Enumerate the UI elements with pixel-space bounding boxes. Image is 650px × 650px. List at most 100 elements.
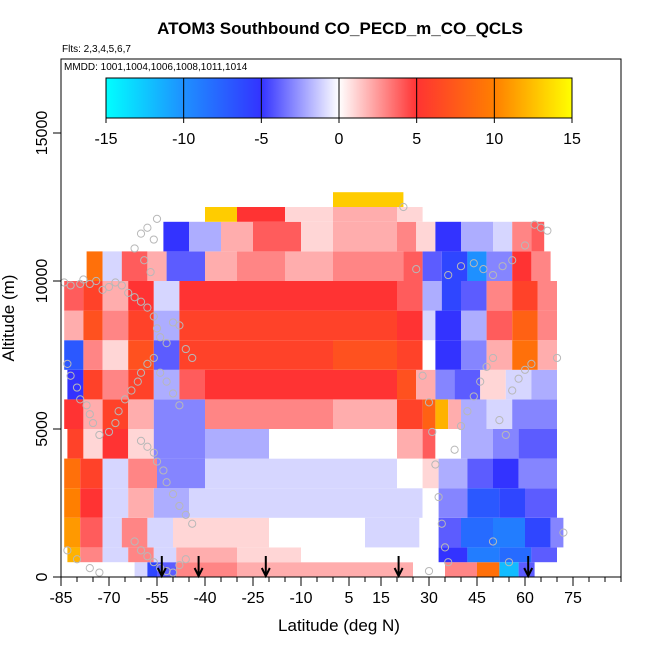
heatmap-cell <box>102 369 129 400</box>
heatmap-cell <box>486 399 513 429</box>
x-axis-title: Latitude (deg N) <box>278 616 400 635</box>
observation-point <box>444 270 453 280</box>
observation-point <box>188 519 197 528</box>
heatmap-cell <box>153 340 180 370</box>
heatmap-cell <box>416 369 436 400</box>
heatmap-cell <box>397 281 423 311</box>
heatmap-cell <box>512 340 538 370</box>
heatmap-cell <box>499 488 525 518</box>
heatmap-cell <box>205 310 269 341</box>
observation-point <box>149 448 158 457</box>
heatmap-cell <box>269 399 333 429</box>
heatmap-cell <box>205 281 269 311</box>
heatmap-cell <box>64 340 84 370</box>
observation-point <box>143 223 152 232</box>
heatmap-cell <box>121 251 148 281</box>
observation-point <box>136 368 146 377</box>
observation-point <box>95 430 104 440</box>
observation-point <box>152 457 162 466</box>
observation-point <box>431 460 440 469</box>
observation-point <box>412 265 421 274</box>
observation-point <box>104 282 114 292</box>
heatmap-cell <box>435 340 461 370</box>
heatmap-cell <box>525 517 551 548</box>
observation-point <box>162 339 171 348</box>
heatmap-cell <box>397 458 423 489</box>
heatmap-cell <box>422 429 436 459</box>
observation-point <box>149 353 158 363</box>
heatmap-cell <box>512 399 557 429</box>
flight-arrow <box>393 556 404 579</box>
heatmap-cell <box>147 251 167 281</box>
observation-point <box>543 226 552 235</box>
heatmap-cell <box>435 310 461 341</box>
observation-point <box>152 324 162 333</box>
heatmap-cell <box>537 281 557 311</box>
observation-point <box>456 421 466 431</box>
heatmap-cell <box>461 340 487 370</box>
observation-point <box>181 510 190 519</box>
heatmap-cell <box>512 221 532 252</box>
heatmap-cell <box>179 369 205 400</box>
heatmap-cell <box>301 547 413 563</box>
heatmap-cell <box>102 251 122 281</box>
heatmap-cell <box>269 310 333 341</box>
heatmap-cell <box>467 488 500 518</box>
observation-point <box>136 297 146 306</box>
heatmap-cell <box>80 547 103 563</box>
observation-point <box>168 568 178 577</box>
colorbar-tick-label: -5 <box>254 131 268 148</box>
heatmap-cell <box>397 429 423 459</box>
heatmap-cell <box>397 399 423 429</box>
heatmap-cell <box>64 488 81 518</box>
colorbar-tick-label: 0 <box>335 131 344 148</box>
observation-point <box>482 362 491 371</box>
observation-point <box>168 490 178 499</box>
observation-point <box>552 353 562 363</box>
heatmap-cell <box>461 221 493 252</box>
heatmap-cell <box>505 369 532 400</box>
flight-arrows <box>156 556 534 579</box>
heatmap-cell <box>128 369 154 400</box>
heatmap-cell <box>102 281 129 311</box>
observation-point <box>450 445 459 454</box>
heatmap-cell <box>448 399 461 429</box>
chart-title: ATOM3 Southbound CO_PECD_m_CO_QCLS <box>157 19 523 38</box>
observation-point <box>66 281 75 290</box>
observation-point <box>124 288 133 297</box>
heatmap-cell <box>102 399 129 429</box>
observation-point <box>117 281 126 290</box>
observation-point <box>424 398 434 407</box>
observation-point <box>527 359 536 368</box>
heatmap-cell <box>205 340 269 370</box>
plot-frame <box>60 58 622 578</box>
observation-point <box>476 377 485 386</box>
heatmap-cell <box>333 310 397 341</box>
heatmap-cell <box>102 547 129 563</box>
heatmap-cell <box>83 340 103 370</box>
heatmap-cell <box>269 281 333 311</box>
observation-point <box>175 501 184 511</box>
heatmap-cell <box>461 281 487 311</box>
heatmap-cell <box>269 488 365 518</box>
heatmap-cell <box>128 340 154 370</box>
heatmap-cell <box>333 399 397 429</box>
observation-point <box>162 478 171 487</box>
heatmap-cell <box>285 251 333 281</box>
heatmap-cell <box>477 562 500 577</box>
observation-point <box>143 442 152 451</box>
heatmap-cell <box>422 340 436 370</box>
colorbar-tick-label: -10 <box>172 131 195 148</box>
heatmap-cell <box>413 562 445 577</box>
heatmap-cell <box>128 458 157 489</box>
heatmap-cell <box>189 488 269 518</box>
y-tick-label: 10000 <box>34 259 51 304</box>
heatmap-cell <box>102 429 129 459</box>
heatmap-cell <box>512 310 538 341</box>
observation-point <box>136 546 146 555</box>
heatmap-cell <box>419 517 439 548</box>
heatmap-cell <box>153 281 180 311</box>
heatmap-cell <box>83 429 103 459</box>
heatmap-cell <box>83 281 103 311</box>
